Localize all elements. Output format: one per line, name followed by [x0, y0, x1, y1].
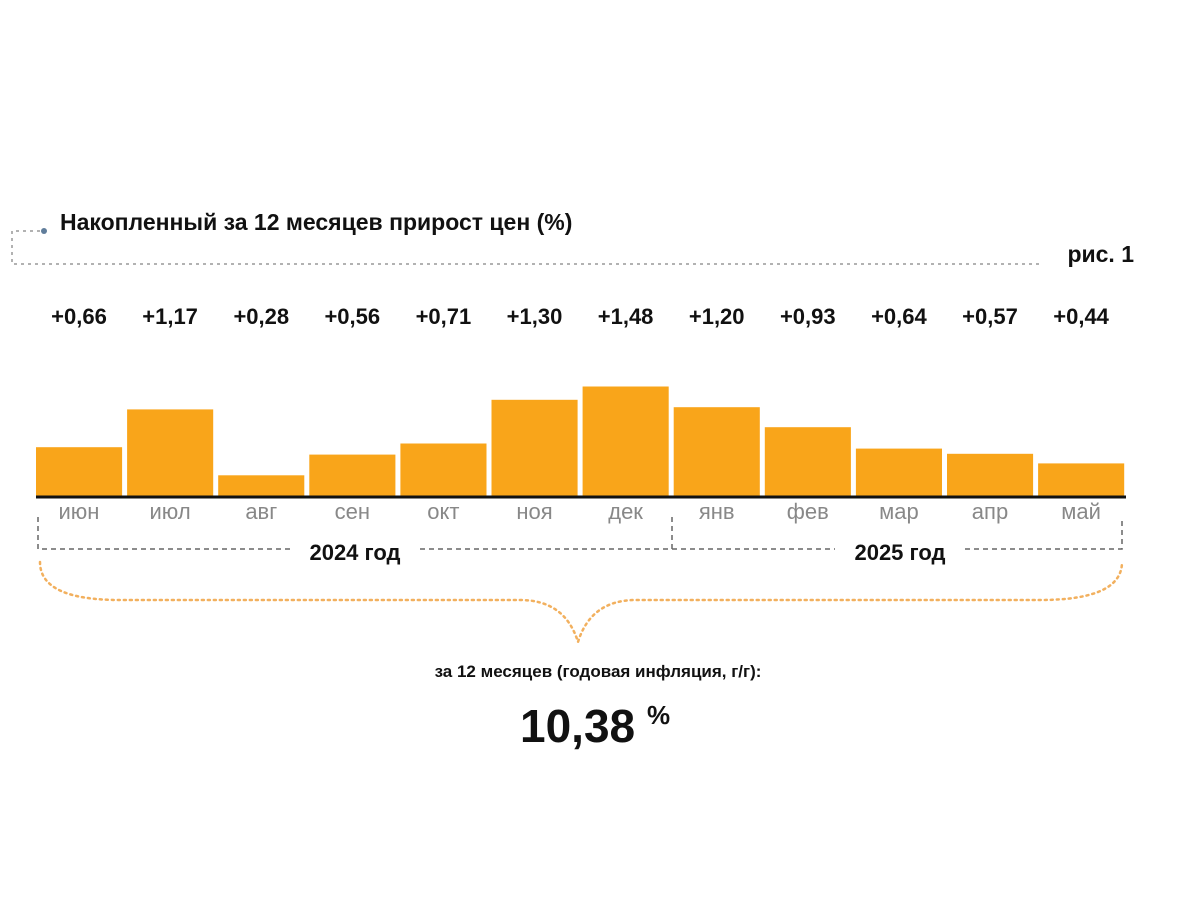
value-label-авг: +0,28	[233, 304, 289, 329]
annual-inflation-value: 10,38	[520, 700, 635, 752]
year-label-2024: 2024 год	[309, 540, 400, 565]
month-label-июл: июл	[150, 499, 191, 524]
bar-сен	[309, 454, 396, 496]
bar-янв	[673, 407, 760, 496]
month-label-апр: апр	[972, 499, 1008, 524]
bar-мар	[855, 448, 942, 496]
value-label-фев: +0,93	[780, 304, 836, 329]
month-label-мар: мар	[879, 499, 919, 524]
value-label-янв: +1,20	[689, 304, 745, 329]
value-label-июл: +1,17	[142, 304, 198, 329]
value-label-сен: +0,56	[324, 304, 380, 329]
value-label-ноя: +1,30	[507, 304, 563, 329]
year-bracket-2025	[672, 517, 1123, 550]
month-label-ноя: ноя	[516, 499, 552, 524]
month-label-фев: фев	[787, 499, 829, 524]
value-label-дек: +1,48	[598, 304, 654, 329]
bars	[36, 386, 1125, 496]
month-label-май: май	[1061, 499, 1101, 524]
bar-дек	[582, 386, 669, 496]
bar-апр	[947, 453, 1034, 496]
bar-авг	[218, 475, 305, 496]
bar-окт	[400, 443, 487, 496]
month-label-янв: янв	[699, 499, 735, 524]
month-label-сен: сен	[335, 499, 370, 524]
value-label-окт: +0,71	[416, 304, 472, 329]
summary-caption: за 12 месяцев (годовая инфляция, г/г):	[435, 662, 762, 681]
year-label-2025: 2025 год	[854, 540, 945, 565]
month-label-авг: авг	[245, 499, 277, 524]
value-label-май: +0,44	[1053, 304, 1109, 329]
bar-май	[1038, 463, 1125, 496]
year-group-2024: 2024 год	[37, 517, 673, 565]
month-label-июн: июн	[59, 499, 100, 524]
summary-brace	[38, 560, 1124, 647]
month-label-дек: дек	[608, 499, 643, 524]
value-labels: +0,66 +1,17 +0,28 +0,56 +0,71 +1,30 +1,48 +1,20…	[51, 304, 1110, 329]
value-label-мар: +0,64	[871, 304, 927, 329]
value-label-апр: +0,57	[962, 304, 1018, 329]
header-dashed-bracket	[11, 230, 1040, 265]
month-labels: июн июл авг сен окт ноя дек янв фев мар апр май	[59, 499, 1101, 524]
value-label-июн: +0,66	[51, 304, 107, 329]
bullet-dot-icon	[41, 228, 47, 234]
month-label-окт: окт	[427, 499, 459, 524]
annual-inflation-unit: %	[647, 700, 670, 730]
bar-июл	[127, 409, 214, 496]
bar-ноя	[491, 399, 578, 496]
year-group-2025: 2025 год	[672, 517, 1123, 565]
bar-фев	[764, 427, 851, 496]
figure-label: рис. 1	[1067, 241, 1134, 267]
chart-title: Накопленный за 12 месяцев прирост цен (%…	[60, 209, 572, 235]
bar-июн	[36, 447, 123, 496]
